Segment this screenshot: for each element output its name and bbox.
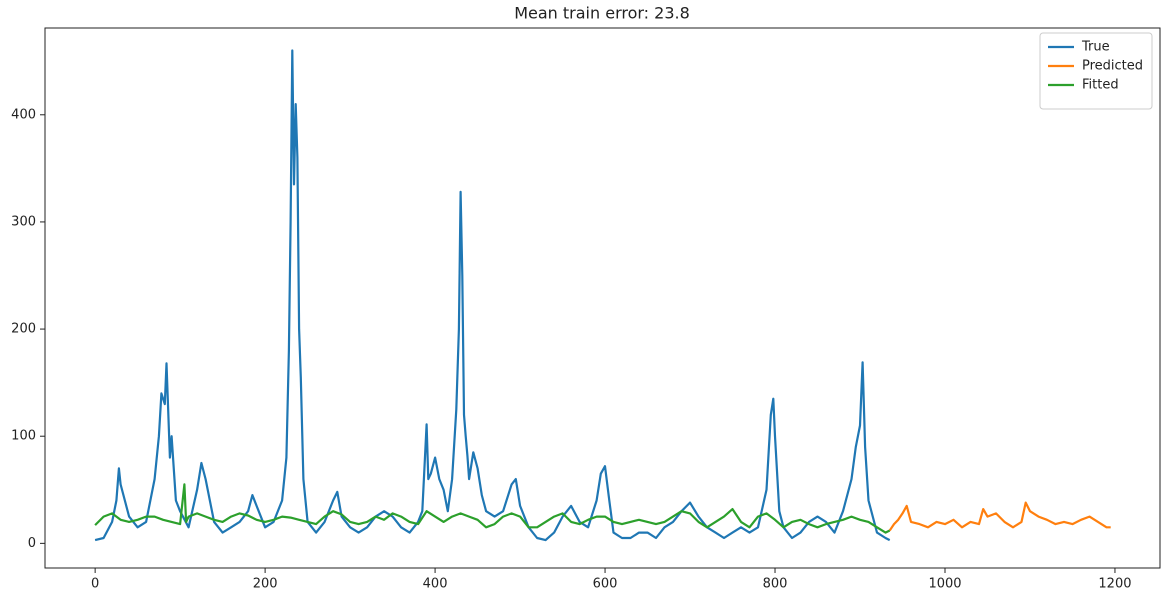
line	[888, 501, 1111, 532]
line	[94, 49, 891, 542]
legend-box	[1039, 32, 1153, 110]
y-tick-label: 100	[11, 429, 36, 444]
plot-frame	[44, 27, 1161, 569]
y-tick-label: 0	[28, 536, 36, 551]
x-tick-label: 1200	[1098, 577, 1131, 592]
x-tick-label: 800	[763, 577, 788, 592]
x-tick-label: 1000	[928, 577, 961, 592]
x-tick-label: 0	[91, 577, 99, 592]
y-tick-label: 200	[11, 322, 36, 337]
legend-label: Predicted	[1082, 59, 1143, 74]
legend-label: True	[1081, 40, 1110, 55]
x-tick-label: 600	[593, 577, 618, 592]
chart-title: Mean train error: 23.8	[514, 4, 690, 23]
legend-label: Fitted	[1082, 78, 1119, 93]
y-tick-label: 400	[11, 107, 36, 122]
y-tick-label: 300	[11, 214, 36, 229]
line	[94, 483, 891, 534]
x-tick-label: 200	[253, 577, 278, 592]
x-tick-label: 400	[423, 577, 448, 592]
